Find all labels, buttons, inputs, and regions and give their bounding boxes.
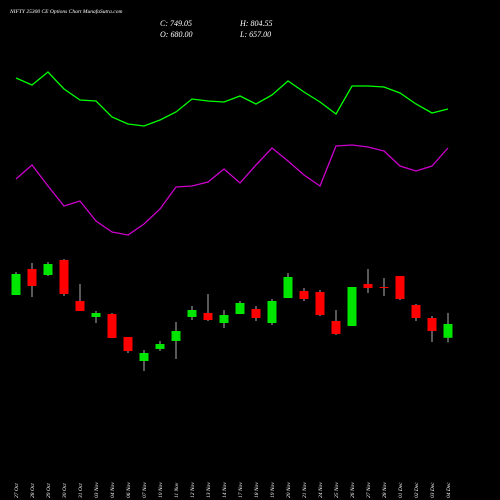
x-tick-label: 29 Oct (46, 483, 52, 498)
x-tick-label: 17 Nov (238, 482, 244, 498)
candle-body (155, 344, 165, 349)
x-tick-label: 30 Oct (62, 483, 68, 499)
x-tick-label: 24 Nov (317, 482, 324, 498)
x-tick-label: 12 Nov (190, 482, 196, 498)
candle-body (27, 269, 37, 286)
candle-body (427, 318, 437, 331)
candle-body (411, 305, 421, 318)
x-tick-label: 28 Nov (382, 482, 388, 498)
candle-body (11, 274, 21, 295)
x-tick-label: 28 Oct (30, 483, 36, 498)
candle-body (123, 337, 133, 351)
candle-body (139, 353, 149, 361)
x-tick-label: 13 Nov (206, 482, 212, 498)
candle-body (91, 313, 101, 317)
x-tick-label: 02 Dec (414, 482, 420, 498)
high-label: H: 804.55 (239, 19, 272, 28)
candle-body (75, 301, 85, 311)
low-label: L: 657.00 (239, 30, 271, 39)
x-tick-label: 07 Nov (142, 482, 148, 498)
candle-body (379, 287, 389, 288)
x-tick-label: 27 Nov (366, 482, 372, 498)
x-tick-label: 06 Nov (126, 482, 132, 498)
candle-body (347, 287, 357, 326)
indicator-line (15, 71, 449, 127)
x-tick-label: 25 Nov (334, 482, 340, 498)
candle-body (251, 309, 261, 318)
candle-body (107, 314, 117, 338)
x-tick-label: 01 Dec (398, 482, 404, 498)
candle-body (299, 291, 309, 299)
candle-body (235, 303, 245, 314)
x-tick-label: 04 Dec (445, 482, 452, 498)
candle-body (315, 292, 325, 315)
x-tick-label: 26 Nov (350, 482, 356, 498)
x-tick-label: 27 Oct (14, 483, 20, 498)
candle-body (443, 323, 453, 338)
x-tick-label: 03 Dec (430, 482, 436, 498)
candle-body (171, 331, 181, 341)
candle-body (395, 276, 405, 299)
x-tick-label: 11 Nov (174, 482, 180, 498)
candle-body (203, 313, 213, 320)
candle-body (59, 260, 69, 294)
close-label: C: 749.05 (160, 19, 192, 28)
candle-body (43, 264, 53, 275)
x-tick-label: 14 Nov (221, 482, 228, 498)
x-tick-label: 19 Nov (270, 482, 276, 498)
x-tick-label: 04 Nov (109, 482, 116, 498)
candle-body (283, 277, 293, 298)
x-tick-label: 10 Nov (158, 482, 164, 498)
chart-title: NIFTY 25300 CE Options Chart MunafaSutra… (9, 8, 122, 15)
x-tick-label: 18 Nov (254, 482, 260, 498)
candle-body (363, 284, 373, 288)
candle-body (219, 315, 229, 323)
candle-body (267, 301, 277, 323)
candle-body (187, 310, 197, 317)
x-tick-label: 03 Nov (94, 482, 100, 498)
open-label: O: 680.00 (160, 30, 192, 39)
x-tick-label: 20 Nov (286, 482, 292, 498)
indicator-line (15, 144, 449, 236)
x-tick-label: 31 Oct (78, 483, 84, 499)
x-tick-label: 21 Nov (302, 482, 308, 498)
candle-body (331, 321, 341, 334)
